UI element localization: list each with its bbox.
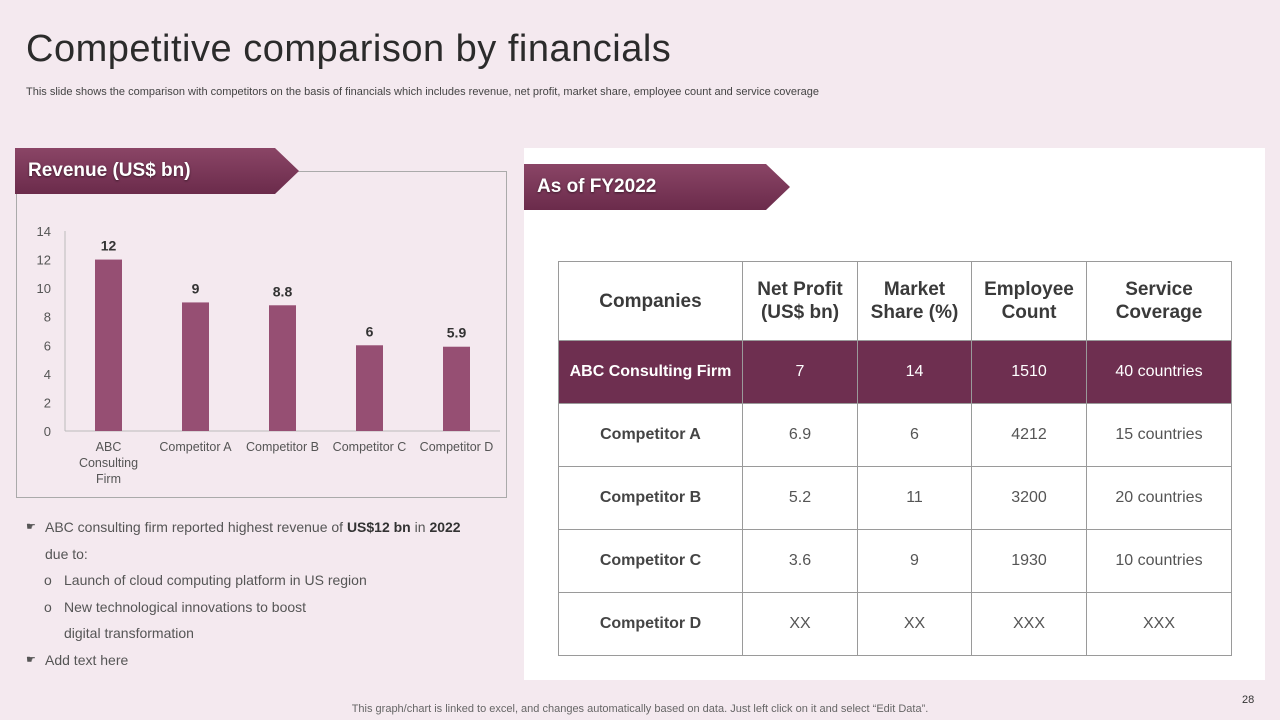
revenue-bar[interactable] xyxy=(443,346,470,431)
x-tick-label: Competitor C xyxy=(333,440,407,454)
table-header-cell: Market Share (%) xyxy=(857,261,972,341)
table-row-highlighted: ABC Consulting Firm 7 14 1510 40 countries xyxy=(558,340,1232,404)
revenue-bar[interactable] xyxy=(356,345,383,431)
circle-bullet-icon: o xyxy=(44,572,52,588)
table-header-cell: Service Coverage xyxy=(1086,261,1232,341)
x-tick-label: Competitor A xyxy=(159,440,232,454)
table-header-line: Market xyxy=(883,279,946,300)
table-row: Competitor C 3.6 9 1930 10 countries xyxy=(558,529,1232,593)
company-name-cell: ABC Consulting Firm xyxy=(558,340,743,404)
page-number: 28 xyxy=(1242,694,1255,706)
y-tick-label: 12 xyxy=(37,253,51,268)
table-cell: 6.9 xyxy=(742,403,858,467)
y-tick-label: 14 xyxy=(37,224,51,239)
revenue-banner: Revenue (US$ bn) xyxy=(15,148,299,194)
bar-data-label: 12 xyxy=(101,238,117,254)
table-header-cell: Employee Count xyxy=(971,261,1087,341)
table-row: Competitor D XX XX XXX XXX xyxy=(558,592,1232,656)
table-cell: 20 countries xyxy=(1086,466,1232,530)
revenue-bar[interactable] xyxy=(182,302,209,431)
table-cell: 3.6 xyxy=(742,529,858,593)
pointing-hand-icon: ☛ xyxy=(26,521,36,533)
table-cell: 14 xyxy=(857,340,972,404)
company-name-cell: Competitor D xyxy=(558,592,743,656)
footer-note: This graph/chart is linked to excel, and… xyxy=(351,703,929,715)
circle-bullet-icon: o xyxy=(44,598,52,615)
y-tick-label: 8 xyxy=(44,310,51,325)
table-header-line: (US$ bn) xyxy=(760,302,840,323)
table-cell: 5.2 xyxy=(742,466,858,530)
table-header-cell: Net Profit (US$ bn) xyxy=(742,261,858,341)
table-cell: XX xyxy=(857,592,972,656)
bar-data-label: 9 xyxy=(192,280,200,296)
table-cell: 3200 xyxy=(971,466,1087,530)
table-cell: 1510 xyxy=(971,340,1087,404)
fy-banner-label: As of FY2022 xyxy=(537,176,657,197)
bar-data-label: 6 xyxy=(366,323,374,339)
note-sub-2: o New technological innovations to boost xyxy=(26,594,496,621)
table-row: Competitor A 6.9 6 4212 15 countries xyxy=(558,403,1232,467)
table-cell: XXX xyxy=(1086,592,1232,656)
pointing-hand-icon: ☛ xyxy=(26,653,36,666)
table-cell: 7 xyxy=(742,340,858,404)
table-header-row: Companies Net Profit (US$ bn) Market Share (… xyxy=(558,261,1232,341)
bar-data-label: 5.9 xyxy=(447,325,467,341)
company-name-cell: Competitor C xyxy=(558,529,743,593)
table-cell: XXX xyxy=(971,592,1087,656)
company-name-cell: Competitor B xyxy=(558,466,743,530)
revenue-bar[interactable] xyxy=(95,259,122,431)
table-header-cell: Companies xyxy=(558,261,743,341)
bar-data-label: 8.8 xyxy=(273,283,293,299)
table-header-line: Service xyxy=(1125,279,1193,300)
revenue-bar-chart[interactable]: 0 2 4 6 8 10 12 14 12 ABC Consulting Firm 9 Competito… xyxy=(17,172,508,499)
slide-title: Competitive comparison by financials xyxy=(26,28,672,70)
y-tick-label: 4 xyxy=(44,367,51,382)
x-tick-label: Firm xyxy=(96,472,121,486)
table-cell: 9 xyxy=(857,529,972,593)
x-tick-label: Consulting xyxy=(79,456,138,470)
table-cell: 10 countries xyxy=(1086,529,1232,593)
y-tick-label: 6 xyxy=(44,338,51,353)
note-bullet-1: ☛ ABC consulting firm reported highest r… xyxy=(26,514,496,541)
table-header-line: Count xyxy=(1001,302,1057,323)
revenue-chart-frame: 0 2 4 6 8 10 12 14 12 ABC Consulting Firm 9 Competito… xyxy=(16,171,507,498)
table-cell: XX xyxy=(742,592,858,656)
table-row: Competitor B 5.2 11 3200 20 countries xyxy=(558,466,1232,530)
revenue-notes: ☛ ABC consulting firm reported highest r… xyxy=(26,514,496,673)
note-bullet-1-cont: due to: xyxy=(45,545,88,562)
note-sub-2-cont: digital transformation xyxy=(64,625,194,641)
note-bullet-2: ☛ Add text here xyxy=(26,647,496,674)
y-tick-label: 0 xyxy=(44,424,51,439)
y-tick-label: 2 xyxy=(44,395,51,410)
note-sub-1: o Launch of cloud computing platform in … xyxy=(26,567,496,594)
x-tick-label: Competitor D xyxy=(420,440,494,454)
comparison-table: Companies Net Profit (US$ bn) Market Share (… xyxy=(558,261,1232,656)
table-header-line: Employee xyxy=(984,279,1074,300)
table-cell: 15 countries xyxy=(1086,403,1232,467)
slide-subtitle: This slide shows the comparison with com… xyxy=(26,86,820,98)
table-cell: 11 xyxy=(857,466,972,530)
revenue-bar[interactable] xyxy=(269,305,296,431)
table-header-line: Companies xyxy=(599,290,702,312)
note-text-1: ABC consulting firm reported highest rev… xyxy=(45,519,461,535)
x-tick-label: ABC xyxy=(96,440,122,454)
table-cell: 4212 xyxy=(971,403,1087,467)
table-header-line: Net Profit xyxy=(757,279,843,300)
fy-banner: As of FY2022 xyxy=(524,164,790,210)
revenue-banner-label: Revenue (US$ bn) xyxy=(28,160,191,181)
table-cell: 40 countries xyxy=(1086,340,1232,404)
y-tick-label: 10 xyxy=(37,281,51,296)
table-cell: 1930 xyxy=(971,529,1087,593)
company-name-cell: Competitor A xyxy=(558,403,743,467)
table-header-line: Coverage xyxy=(1115,302,1203,323)
table-cell: 6 xyxy=(857,403,972,467)
table-header-line: Share (%) xyxy=(870,302,959,323)
x-tick-label: Competitor B xyxy=(246,440,319,454)
